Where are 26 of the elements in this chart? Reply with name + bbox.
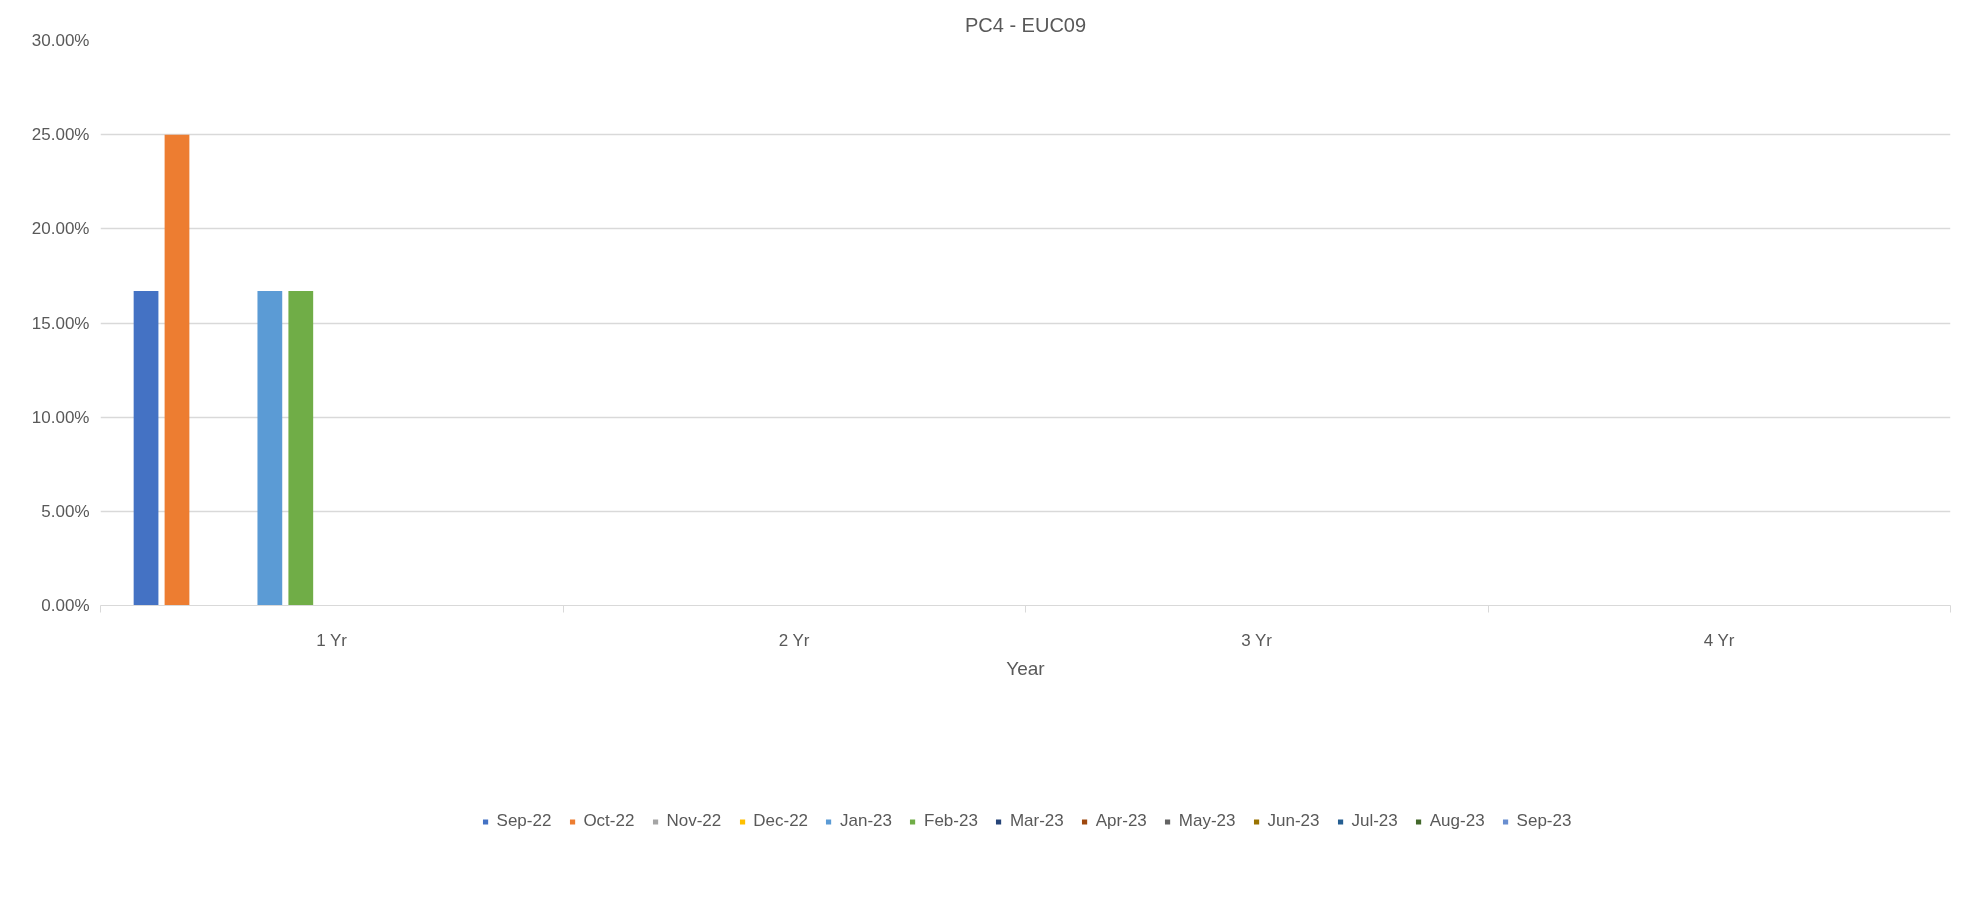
chart-title: PC4 - EUC09 — [964, 13, 1087, 36]
y-tick-label: 25.00% — [31, 125, 90, 145]
y-tick-label: 0.00% — [41, 596, 90, 615]
legend-label: Sep-22 — [496, 811, 552, 831]
x-tick-label: 1 Yr — [316, 630, 348, 650]
legend-label: Oct-22 — [583, 811, 635, 831]
x-tick-label: 4 Yr — [1703, 630, 1735, 650]
legend-label: Apr-23 — [1095, 811, 1147, 831]
y-tick-label: 10.00% — [31, 407, 90, 427]
legend-label: Aug-23 — [1429, 811, 1485, 831]
y-tick-label: 30.00% — [31, 31, 90, 50]
legend-label: Jul-23 — [1351, 811, 1398, 831]
y-tick-label: 5.00% — [41, 501, 90, 521]
y-tick-label: 20.00% — [31, 219, 90, 239]
legend-label: Mar-23 — [1009, 811, 1064, 831]
legend-label: Feb-23 — [924, 811, 978, 831]
legend-label: Nov-22 — [666, 811, 722, 831]
x-tick-label: 2 Yr — [778, 630, 810, 650]
legend-label: Jan-23 — [840, 811, 893, 831]
legend-label: Dec-22 — [753, 811, 809, 831]
legend-label: Sep-23 — [1516, 811, 1572, 831]
y-tick-label: 15.00% — [31, 313, 90, 333]
x-tick-label: 3 Yr — [1241, 630, 1273, 650]
x-axis-title: Year — [1006, 657, 1046, 679]
legend-label: May-23 — [1178, 811, 1236, 831]
legend-label: Jun-23 — [1267, 811, 1320, 831]
